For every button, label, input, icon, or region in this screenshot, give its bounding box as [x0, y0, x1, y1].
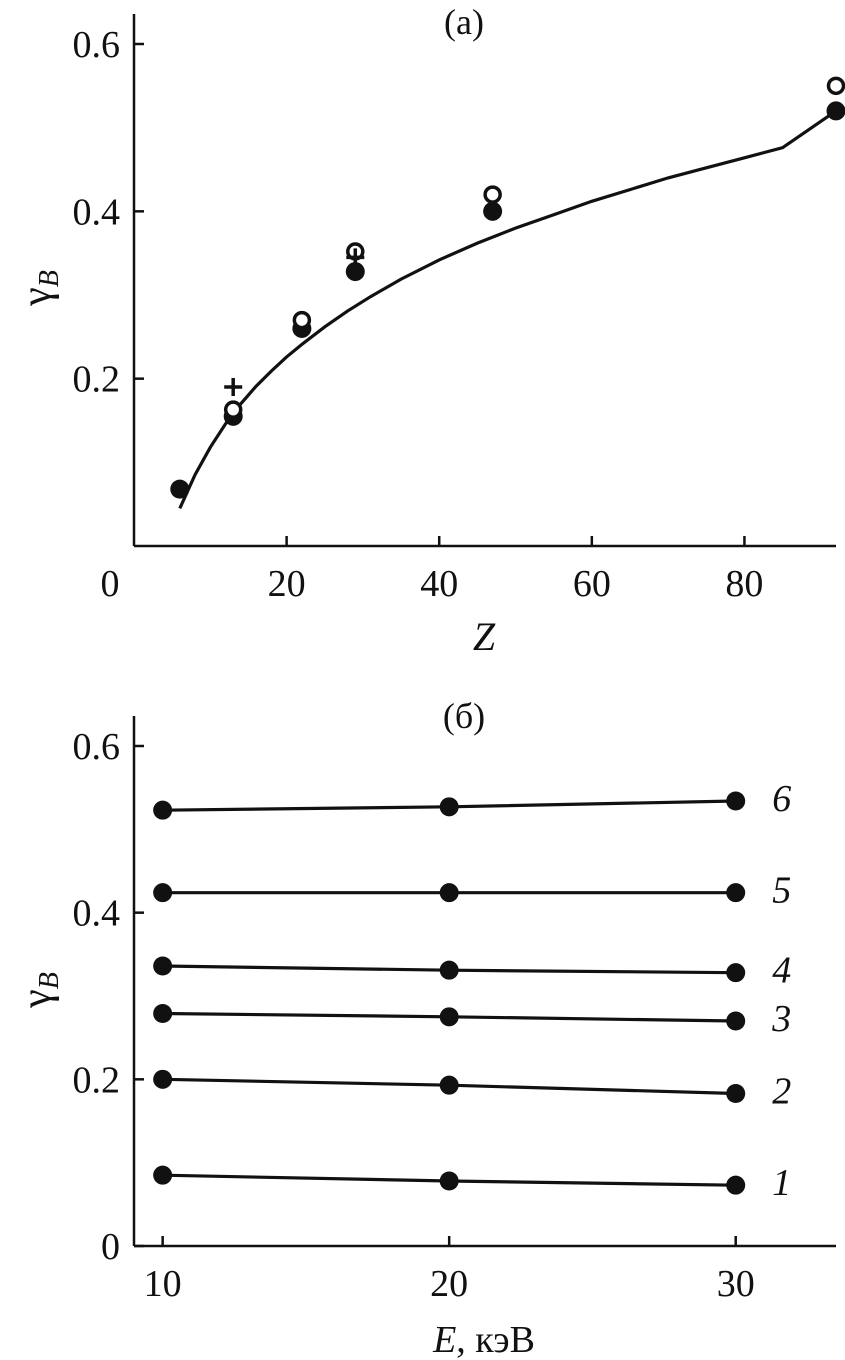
panel-b-point-2: [153, 1069, 173, 1089]
panel-b-point-3: [439, 1007, 459, 1027]
panel-a-open-point: [223, 400, 243, 419]
panel-a-x-tick-label: 40: [420, 563, 458, 605]
panel-a-plus-point: [346, 248, 365, 267]
panel-b-x-tick-label: 20: [430, 1263, 468, 1305]
panel-a-x-tick-label: 0: [101, 563, 120, 605]
panel-b-y-tick-label: 0.2: [73, 1059, 121, 1101]
panel-b-series-label-6: 6: [772, 778, 791, 820]
panel-b-point-5: [726, 883, 746, 903]
panel-b-series-label-5: 5: [772, 870, 791, 912]
panel-a-axes: 0 20 40 60 80 0.2 0.4 0.6: [73, 14, 836, 605]
panel-b-axes: 10 20 30 0 0.2 0.4 0.6: [73, 716, 836, 1305]
panel-b-x-axis-title: E, кэВ: [432, 1319, 535, 1360]
panel-a-y-axis-title: γB: [14, 270, 65, 307]
panel-a-open-point: [483, 185, 502, 204]
panel-b-series: 1 2 3 4 5 6: [153, 778, 791, 1204]
panel-a-fit-curve: [178, 109, 837, 510]
panel-a-x-tick-label: 60: [573, 563, 611, 605]
panel-a: (a) 0 20 40 60 80 0.2 0.4 0.6 Z γB: [14, 2, 845, 659]
panel-a-label: (a): [444, 2, 484, 42]
panel-a-plus-point: [224, 378, 243, 397]
panel-a-filled-point: [345, 262, 365, 282]
panel-a-y-tick-label: 0.2: [73, 359, 121, 401]
panel-b-point-4: [439, 960, 459, 980]
panel-b-series-label-4: 4: [772, 950, 791, 992]
panel-b-point-4: [726, 963, 746, 983]
panel-a-filled-point: [170, 479, 190, 499]
panel-a-x-axis-title: Z: [473, 614, 496, 659]
panel-b-series-label-2: 2: [772, 1071, 791, 1113]
panel-a-open-point: [826, 76, 845, 96]
panel-a-open-point: [292, 310, 312, 330]
panel-a-filled-point: [826, 101, 845, 121]
panel-b-point-2: [439, 1075, 459, 1095]
panel-a-x-tick-label: 20: [268, 563, 306, 605]
panel-b-y-tick-label: 0: [101, 1226, 120, 1268]
panel-b-y-axis-title: γB: [14, 972, 65, 1009]
panel-b-point-1: [153, 1165, 173, 1185]
panel-b-point-1: [439, 1171, 459, 1191]
panel-b-point-1: [726, 1175, 746, 1195]
panel-b-y-tick-label: 0.4: [73, 893, 121, 935]
panel-b-x-tick-label: 10: [144, 1263, 182, 1305]
panel-b-series-label-1: 1: [772, 1162, 791, 1204]
panel-b: (б) 10 20 30 0 0.2 0.4 0.6 1 2 3 4 5 6 E, кэВ γB: [14, 696, 836, 1360]
panel-b-series-label-3: 3: [771, 998, 791, 1040]
panel-b-y-tick-label: 0.6: [73, 726, 121, 768]
panel-a-x-tick-label: 80: [725, 563, 763, 605]
panel-b-point-6: [153, 800, 173, 820]
panel-b-point-5: [439, 883, 459, 903]
panel-b-point-5: [153, 883, 173, 903]
panel-a-filled-point: [483, 201, 503, 221]
panel-b-point-4: [153, 956, 173, 976]
panel-b-point-3: [153, 1004, 173, 1023]
panel-a-y-tick-label: 0.6: [73, 24, 121, 66]
panel-a-points: [170, 76, 845, 499]
panel-b-point-2: [726, 1084, 746, 1103]
panel-a-fit-curve-path: [178, 109, 837, 510]
panel-b-point-3: [726, 1011, 746, 1031]
panel-a-y-tick-label: 0.4: [73, 191, 121, 233]
panel-b-point-6: [726, 791, 746, 811]
panel-b-label: (б): [443, 696, 485, 736]
panel-b-x-tick-label: 30: [717, 1263, 755, 1305]
panel-b-point-6: [439, 797, 459, 817]
